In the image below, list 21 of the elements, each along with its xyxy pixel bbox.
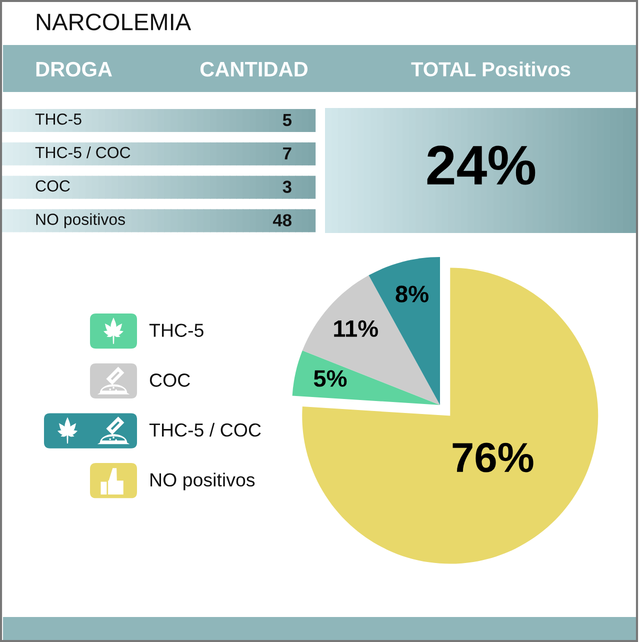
- legend-label: THC-5 / COC: [149, 422, 261, 437]
- data-label: 8%: [396, 286, 428, 302]
- text: CANTIDAD: [200, 62, 308, 77]
- data-label: 48: [272, 214, 292, 226]
- category-label: THC-5: [35, 113, 82, 125]
- data-label: 11%: [334, 320, 378, 337]
- legend-label: NO positivos: [150, 472, 255, 490]
- data-label: 76%: [452, 442, 534, 472]
- text: NARCOLEMIA: [36, 14, 192, 30]
- legend-label: COC: [150, 374, 190, 387]
- category-label: COC: [36, 180, 70, 192]
- text: 24%: [427, 146, 536, 185]
- text: DROGA: [36, 62, 112, 77]
- data-label: 5%: [314, 370, 347, 387]
- category-label: THC-5 / COC: [35, 146, 130, 158]
- text: TOTAL Positivos: [411, 62, 570, 76]
- legend-label: THC-5: [149, 324, 204, 337]
- data-label: 7: [283, 147, 292, 160]
- category-label: NO positivos: [36, 213, 125, 228]
- data-label: 5: [282, 114, 292, 126]
- data-label: 3: [282, 180, 292, 193]
